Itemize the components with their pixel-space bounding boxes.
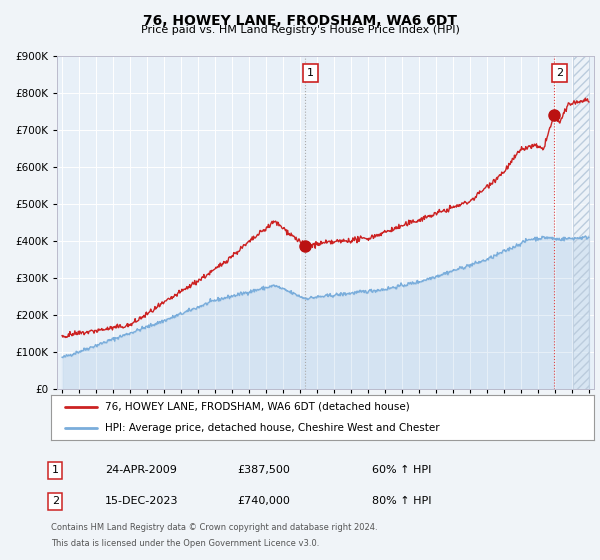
Text: 15-DEC-2023: 15-DEC-2023 (105, 496, 179, 506)
Text: Contains HM Land Registry data © Crown copyright and database right 2024.: Contains HM Land Registry data © Crown c… (51, 523, 377, 532)
Text: 80% ↑ HPI: 80% ↑ HPI (372, 496, 431, 506)
Text: 1: 1 (307, 68, 314, 78)
Text: HPI: Average price, detached house, Cheshire West and Chester: HPI: Average price, detached house, Ches… (106, 422, 440, 432)
Text: £387,500: £387,500 (237, 465, 290, 475)
Text: Price paid vs. HM Land Registry's House Price Index (HPI): Price paid vs. HM Land Registry's House … (140, 25, 460, 35)
Text: 76, HOWEY LANE, FRODSHAM, WA6 6DT: 76, HOWEY LANE, FRODSHAM, WA6 6DT (143, 14, 457, 28)
Text: 76, HOWEY LANE, FRODSHAM, WA6 6DT (detached house): 76, HOWEY LANE, FRODSHAM, WA6 6DT (detac… (106, 402, 410, 412)
Text: 2: 2 (52, 496, 59, 506)
Text: 24-APR-2009: 24-APR-2009 (105, 465, 177, 475)
Text: 1: 1 (52, 465, 59, 475)
Text: 60% ↑ HPI: 60% ↑ HPI (372, 465, 431, 475)
Text: This data is licensed under the Open Government Licence v3.0.: This data is licensed under the Open Gov… (51, 539, 319, 548)
Text: 2: 2 (556, 68, 563, 78)
Text: £740,000: £740,000 (237, 496, 290, 506)
